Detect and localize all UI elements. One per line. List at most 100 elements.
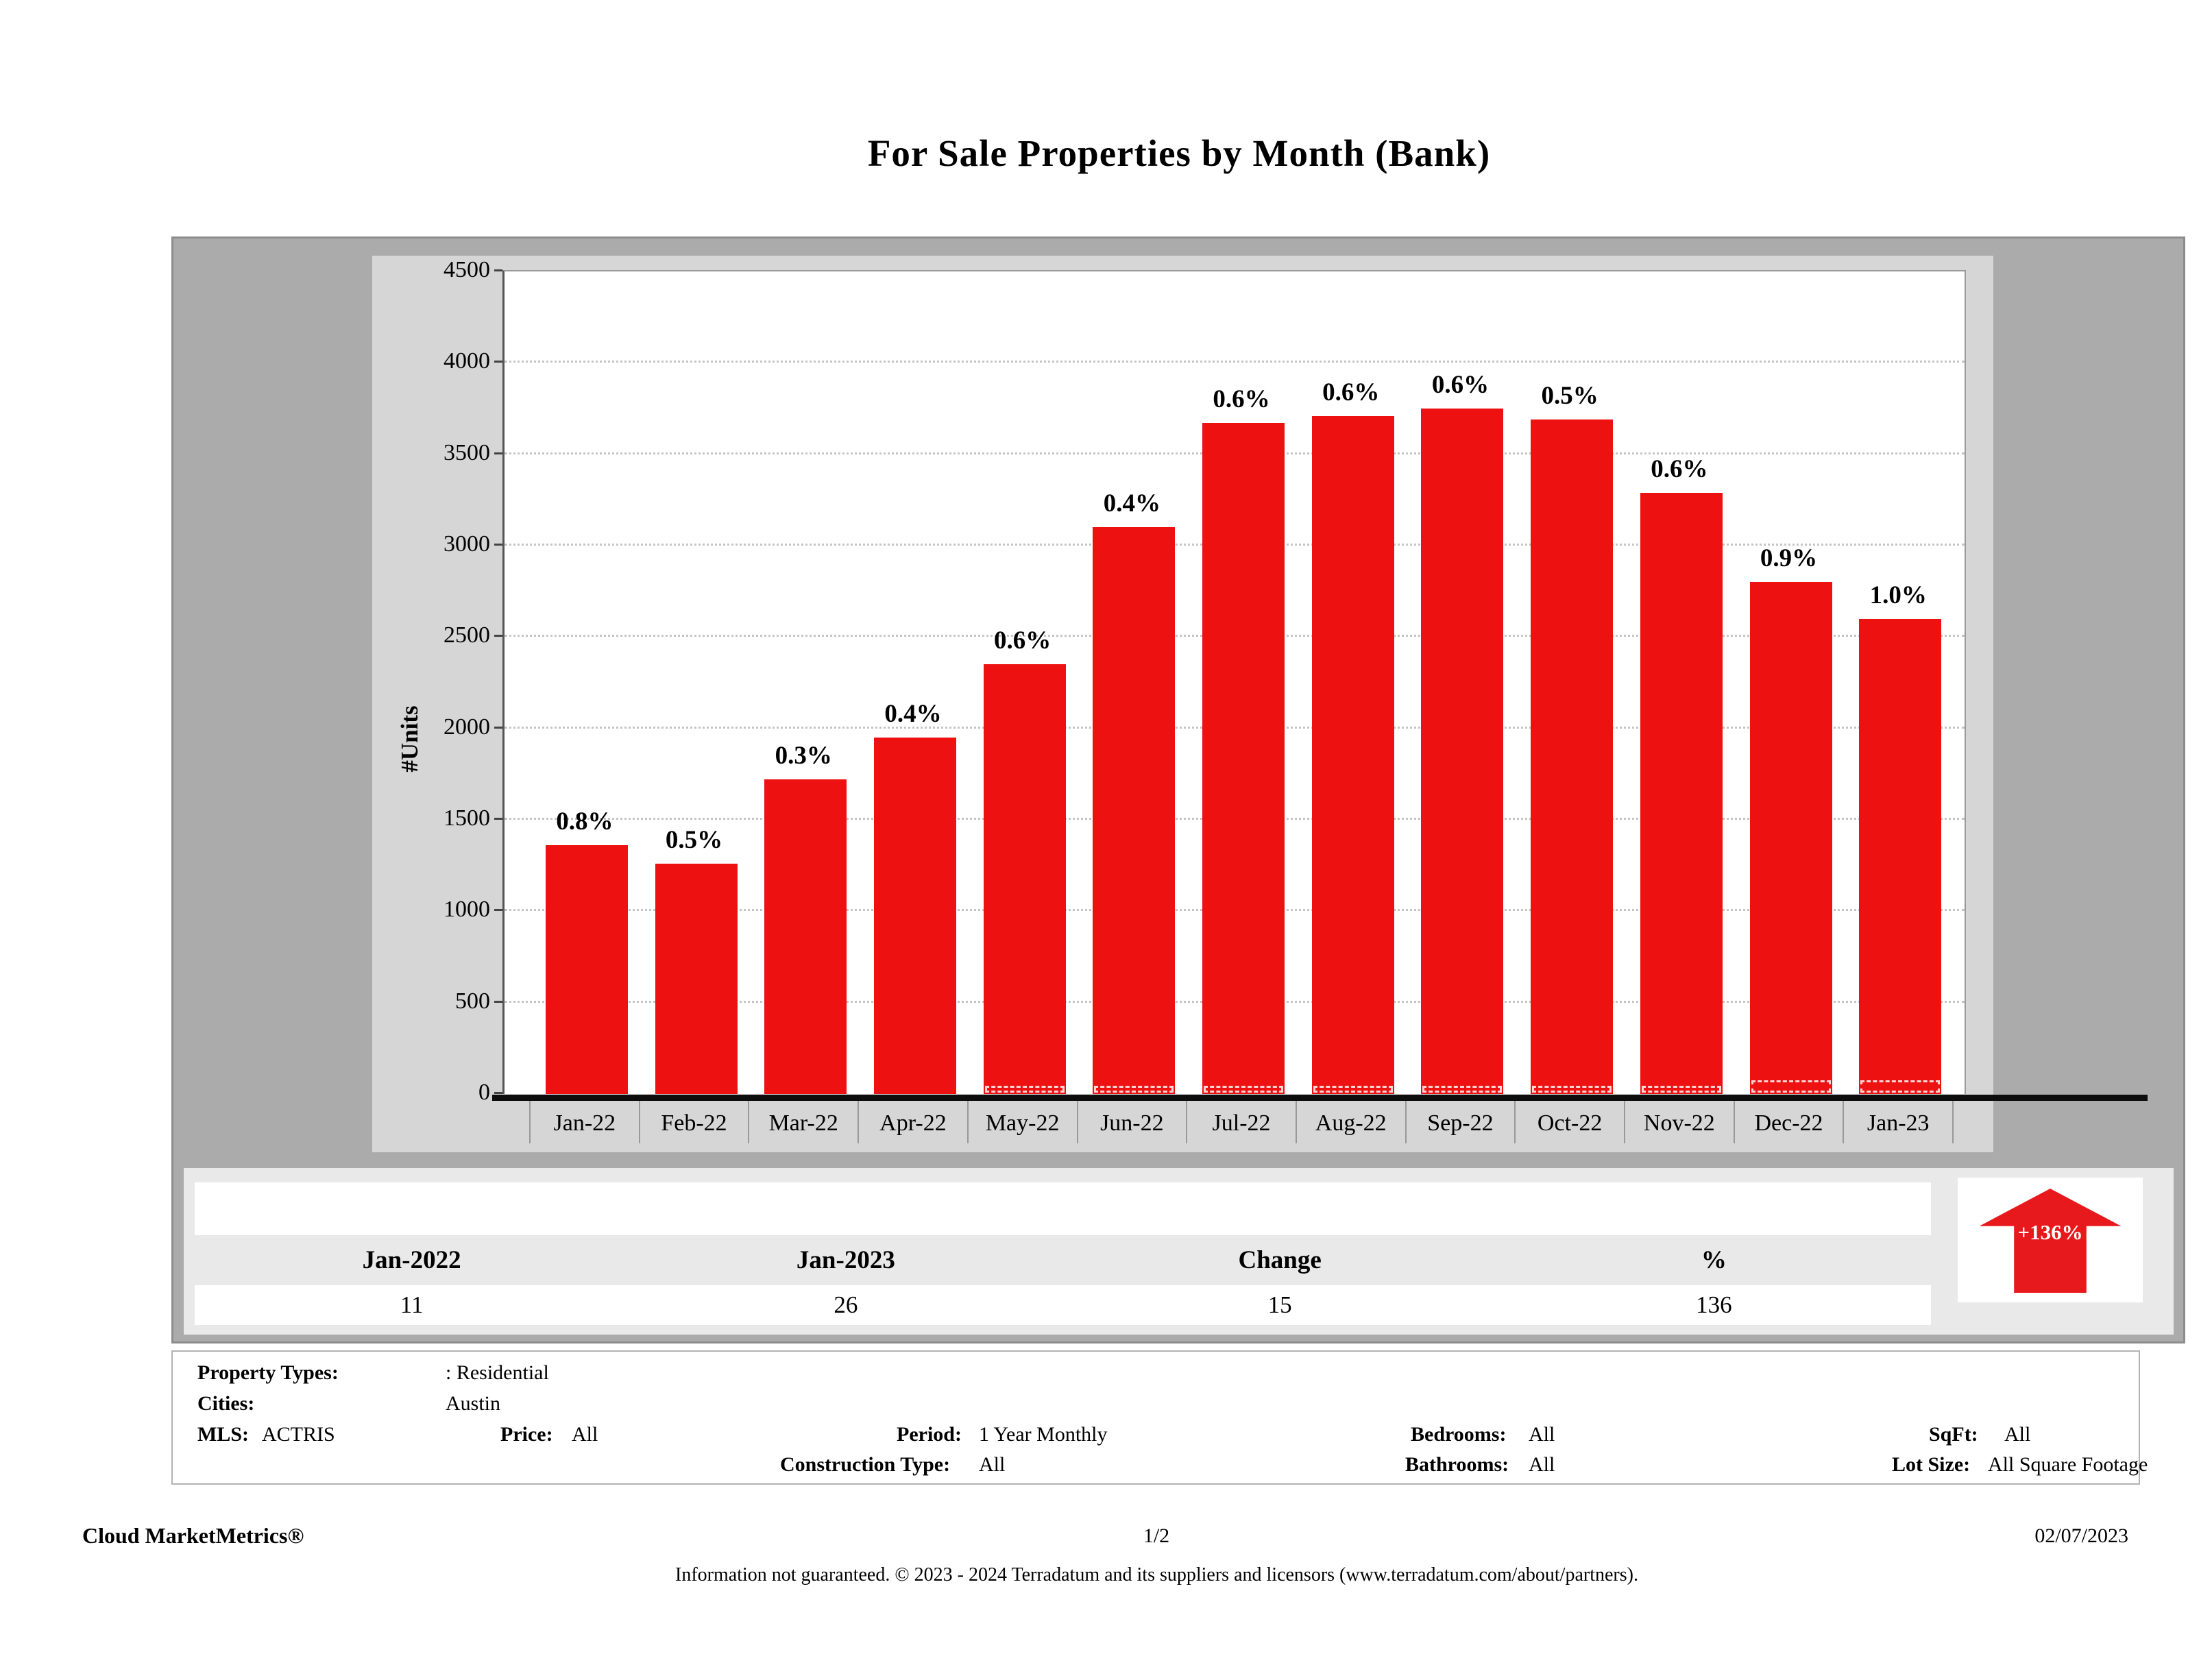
y-tick-label: 500 <box>455 988 490 1014</box>
construction-label: Construction Type: <box>780 1453 951 1476</box>
price-value: All <box>572 1423 598 1446</box>
summary-value-row: 11 26 15 136 <box>195 1285 1931 1325</box>
x-tick-label: Jan-22 <box>553 1110 616 1136</box>
y-tick-label: 2500 <box>443 622 490 648</box>
x-separator <box>1733 1101 1735 1143</box>
x-separator <box>1624 1101 1625 1143</box>
y-tick-mark <box>494 361 502 363</box>
property-types-label: Property Types: <box>197 1361 339 1384</box>
x-separator <box>1295 1101 1297 1143</box>
bank-owned-marker <box>1422 1086 1503 1093</box>
bar-Aug-22 <box>1311 415 1394 1094</box>
summary-value-cell: 136 <box>1696 1291 1732 1318</box>
bank-owned-marker <box>1532 1086 1612 1093</box>
y-tick-label: 3500 <box>443 439 490 465</box>
x-tick-label: Dec-22 <box>1754 1110 1823 1136</box>
bar-Jun-22 <box>1093 527 1176 1094</box>
chart-title: For Sale Properties by Month (Bank) <box>867 132 1491 174</box>
x-separator <box>638 1101 640 1143</box>
bar-Oct-22 <box>1531 420 1614 1094</box>
bar-May-22 <box>983 664 1066 1094</box>
y-tick-mark <box>494 1000 502 1003</box>
x-tick-label: Jan-23 <box>1867 1110 1930 1136</box>
sqft-label: SqFt: <box>1929 1423 1978 1446</box>
summary-strip: Jan-2022 Jan-2023 Change% 11 26 15 136 +136% <box>184 1168 2174 1335</box>
x-tick-label: Apr-22 <box>879 1110 947 1136</box>
bathrooms-value: All <box>1529 1453 1555 1476</box>
x-tick-label: Jun-22 <box>1100 1110 1164 1136</box>
chart-frame: #Units Jan-2022 Jan-2023 Change% 11 26 15 136… <box>171 236 2185 1343</box>
y-tick-label: 1000 <box>443 897 490 923</box>
bar-percent-label: 0.5% <box>665 826 723 854</box>
x-separator <box>1405 1101 1407 1143</box>
footer-disclaimer: Information not guaranteed. © 2023 - 202… <box>675 1564 1638 1585</box>
x-separator <box>748 1101 750 1143</box>
y-tick-label: 4500 <box>443 257 490 282</box>
bar-percent-label: 0.8% <box>556 807 613 836</box>
summary-header-cell: % <box>1701 1246 1727 1274</box>
x-separator <box>1514 1101 1516 1143</box>
y-tick-mark <box>494 818 502 820</box>
bar-Nov-22 <box>1640 492 1723 1094</box>
y-tick-label: 3000 <box>443 531 490 557</box>
x-tick-label: Nov-22 <box>1643 1110 1715 1136</box>
x-separator <box>858 1101 860 1143</box>
trend-percent-label: +136% <box>2017 1220 2083 1244</box>
lot-size-value: All Square Footage <box>1988 1453 2148 1476</box>
bar-percent-label: 0.6% <box>994 627 1052 655</box>
bank-owned-marker <box>1313 1086 1393 1093</box>
bar-percent-label: 1.0% <box>1869 581 1927 609</box>
x-tick-label: Sep-22 <box>1427 1110 1494 1136</box>
filters-box: Property Types: : Residential Cities: Au… <box>171 1350 2148 1485</box>
construction-value: All <box>979 1453 1006 1476</box>
bar-percent-label: 0.6% <box>1322 378 1380 406</box>
trend-badge: +136% <box>1958 1178 2143 1302</box>
y-tick-mark <box>494 909 502 912</box>
bar-percent-label: 0.6% <box>1651 454 1708 483</box>
footer-brand: Cloud MarketMetrics® <box>82 1523 304 1548</box>
bank-owned-marker <box>1751 1080 1831 1093</box>
y-tick-mark <box>494 452 502 454</box>
x-tick-label: Mar-22 <box>768 1110 838 1136</box>
summary-header-row: Jan-2022 Jan-2023 Change% <box>195 1235 1931 1285</box>
y-tick-mark <box>494 544 502 546</box>
x-axis-line <box>492 1095 2148 1101</box>
bar-Dec-22 <box>1749 582 1832 1094</box>
mls-label: MLS: <box>197 1423 249 1446</box>
footer-date: 02/07/2023 <box>2034 1524 2128 1547</box>
bank-owned-marker <box>1641 1086 1721 1093</box>
bank-owned-marker <box>1860 1080 1941 1093</box>
x-separator <box>967 1101 969 1143</box>
summary-header-cell: Jan-2023 <box>796 1246 895 1274</box>
x-separator <box>1186 1101 1188 1143</box>
summary-value-cell: 26 <box>834 1291 858 1318</box>
period-value: 1 Year Monthly <box>979 1423 1108 1446</box>
bank-owned-marker <box>984 1086 1065 1093</box>
bank-owned-marker <box>1204 1086 1284 1093</box>
bedrooms-value: All <box>1529 1423 1555 1446</box>
mls-value: ACTRIS <box>262 1423 335 1446</box>
bank-owned-marker <box>1094 1086 1174 1093</box>
bar-percent-label: 0.6% <box>1213 385 1270 414</box>
bar-percent-label: 0.9% <box>1760 544 1818 573</box>
x-tick-label: Feb-22 <box>661 1110 727 1136</box>
summary-value-cell: 11 <box>400 1291 424 1318</box>
y-tick-label: 1500 <box>443 805 490 831</box>
x-tick-label: Jul-22 <box>1212 1110 1271 1136</box>
bar-Jan-23 <box>1859 618 1942 1094</box>
bathrooms-label: Bathrooms: <box>1405 1453 1509 1476</box>
y-tick-label: 4000 <box>443 348 490 374</box>
bar-percent-label: 0.3% <box>775 742 832 770</box>
lot-size-label: Lot Size: <box>1892 1453 1971 1476</box>
summary-value-cell: 15 <box>1267 1291 1292 1318</box>
x-separator <box>529 1101 531 1143</box>
y-tick-mark <box>494 269 502 271</box>
y-tick-mark <box>494 726 502 729</box>
y-tick-label: 0 <box>478 1080 490 1105</box>
bar-Mar-22 <box>764 779 847 1094</box>
bar-Jan-22 <box>545 845 628 1094</box>
bar-Apr-22 <box>873 738 956 1094</box>
x-separator <box>1843 1101 1845 1143</box>
sqft-value: All <box>2004 1423 2031 1446</box>
